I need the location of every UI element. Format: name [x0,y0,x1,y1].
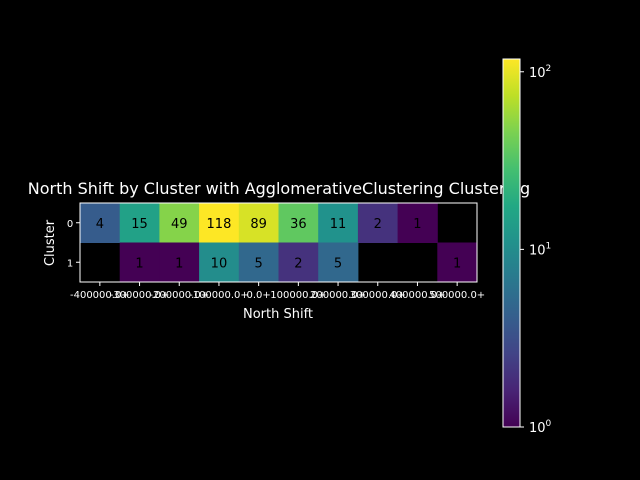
cell-value-label: 5 [334,256,342,271]
cell-value-label: 36 [290,217,307,232]
heatmap-cell [318,203,359,243]
x-tick-label: -200000.0+ [149,290,209,301]
cell-value-label: 5 [255,256,263,271]
cell-value-label: 118 [207,217,232,232]
heatmap-cell [238,203,279,243]
colorbar [502,58,521,428]
x-axis-label: North Shift [243,307,313,322]
cell-value-label: 4 [96,217,104,232]
heatmap-cell [119,242,160,283]
cell-value-label: 1 [175,256,183,271]
heatmap-cell [238,242,279,283]
x-tick-label: 0.0+ [247,290,271,301]
colorbar-ticks: 100 101 102 [520,64,552,436]
heatmap-cell [397,203,438,243]
axes-frame [79,202,478,283]
x-tick-label: 300000.0+ [350,290,406,301]
cell-value-label: 15 [131,217,148,232]
cell-value-label: 2 [294,256,302,271]
heatmap-cell [357,203,399,243]
heatmap-cell [437,242,478,283]
x-tick-label: -400000.0+ [70,290,130,301]
cell-value-label: 10 [211,256,228,271]
y-axis-ticks: 01 [67,219,80,269]
colorbar-tick-label: 102 [529,64,551,81]
heatmap-cell [80,203,121,243]
heatmap-cell [278,242,319,283]
chart-title: North Shift by Cluster with Agglomerativ… [28,179,530,198]
y-axis-label: Cluster [43,219,58,266]
colorbar-tick-label: 101 [529,241,551,258]
x-tick-label: -300000.0+ [110,290,170,301]
x-tick-label: -100000.0+ [189,290,249,301]
y-tick-label: 0 [67,219,73,230]
x-tick-label: 400000.0+ [389,290,445,301]
heatmap-cell [159,203,200,243]
x-tick-label: 500000.0+ [429,290,485,301]
cell-value-label: 49 [171,217,188,232]
heatmap-cell [199,242,240,283]
heatmap-cells: 4 15 49 118 89 36 11 2 11 1 10 5 2 5 1 [80,203,478,283]
x-axis-ticks: -400000.0+-300000.0+-200000.0+-100000.0+… [70,282,485,301]
cell-value-label: 11 [330,217,347,232]
colorbar-tick-label: 100 [529,419,552,436]
cell-value-label: 1 [453,256,461,271]
cell-value-label: 1 [135,256,143,271]
cell-value-label: 89 [250,217,267,232]
y-tick-label: 1 [67,258,73,269]
heatmap-cell [278,203,319,243]
x-tick-label: 200000.0+ [310,290,366,301]
heatmap-cell [199,203,240,243]
heatmap-cell [159,242,200,283]
x-tick-label: 100000.0+ [270,290,326,301]
cell-value-label: 1 [413,217,421,232]
heatmap-cell [318,242,359,283]
heatmap-cell [119,203,160,243]
cell-value-label: 2 [374,217,382,232]
